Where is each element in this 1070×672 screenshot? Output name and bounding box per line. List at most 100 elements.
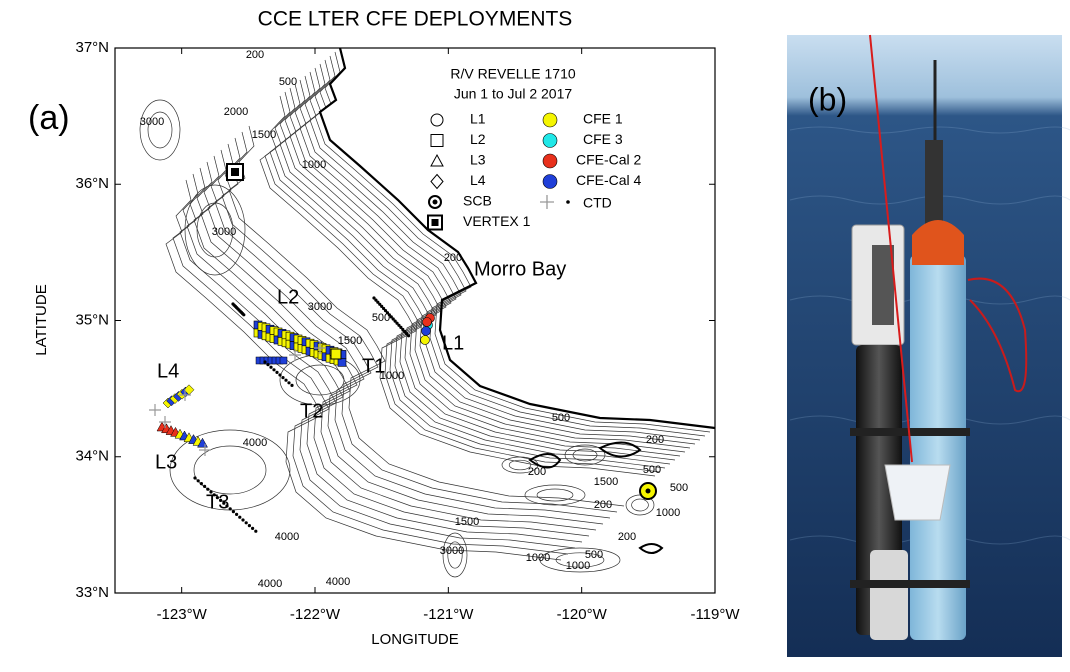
orange-cap [912,220,964,265]
ctd-dot [275,370,279,374]
contour-label: 4000 [258,578,282,590]
ctd-dot [378,302,382,306]
legend-symbol [431,219,439,226]
legend-symbol [566,200,570,204]
legend-symbol [542,153,558,169]
marker [422,317,432,327]
y-tick-label: 34°N [75,448,109,465]
legend-symbol [430,153,444,167]
contour-line [193,445,267,495]
ctd-dot [399,325,403,329]
lower-housing [870,550,908,640]
ctd-dot [199,482,203,486]
ctd-dot [206,487,210,491]
place-label: L4 [157,360,179,382]
contour-line [259,95,656,477]
panel-label: (b) [808,81,847,117]
contour-line [304,59,701,441]
marker [420,335,430,345]
contour-label: 1000 [380,370,404,382]
x-tick-label: -121°W [423,606,474,623]
contour-label: 1500 [455,516,479,528]
ctd-dot [397,323,401,327]
legend: R/V REVELLE 1710 Jun 1 to Jul 2 2017 L1 L… [427,66,642,231]
legend-label: SCB [463,193,492,209]
ctd-dot [387,313,391,317]
ctd-cross [159,416,171,428]
contour-line [442,532,468,578]
contour-label: 200 [594,499,612,511]
legend-symbol [542,133,558,148]
ctd-dot [389,315,393,319]
legend-label: L1 [470,111,486,127]
place-label: T2 [300,400,323,422]
legend-label: CFE-Cal 4 [576,172,642,188]
ctd-dot [244,521,248,525]
legend-symbol [430,134,444,147]
ctd-dot [395,321,399,325]
ctd-cross [199,444,211,456]
contour-line [447,541,463,569]
legend-label: VERTEX 1 [463,213,531,229]
ctd-dot [380,304,384,308]
legend-label: CFE 1 [583,111,623,127]
ctd-dot [405,332,409,336]
contour-label: 500 [643,464,661,476]
place-label: T3 [206,491,229,513]
ctd-dot [251,526,255,531]
legend-label: L4 [470,172,486,188]
marker [279,356,288,365]
blue-tube [910,255,966,640]
contour-line [196,202,234,258]
ctd-dot [281,376,285,380]
ctd-dot [372,296,376,300]
ctd-dot [238,515,242,519]
contour-label: 3000 [440,545,464,557]
ctd-dot [228,507,232,511]
ctd-dot [391,317,395,321]
ctd-dot [225,504,229,508]
contour-label: 500 [670,482,688,494]
contour-label: 200 [618,531,636,543]
ctd-dot [215,496,219,500]
legend-symbol [542,174,558,189]
y-axis-label: LATITUDE [33,284,50,355]
legend-symbol [430,113,444,127]
contour-label: 200 [528,466,546,478]
bathymetry-contours [139,51,711,578]
ctd-dot [376,300,380,304]
contour-line [193,155,590,537]
contour-line [299,63,696,445]
drogue [884,464,951,521]
contour-label: 2000 [224,106,248,118]
contour-line [284,75,681,457]
ctd-dot [254,529,258,533]
contour-line [524,484,586,506]
ctd-dot [242,313,246,317]
legend-label: L2 [470,131,486,147]
legend-symbol [430,173,444,190]
contour-line [139,99,181,161]
contour-line [564,444,606,466]
ctd-dot [290,383,294,387]
contour-label: 1500 [594,476,618,488]
ctd-dot [193,476,197,480]
ctd-cross [289,349,301,361]
marker [337,358,347,367]
ctd-dot [385,311,390,315]
place-label: L3 [155,451,177,473]
place-label: T1 [362,355,385,377]
ctd-dot [241,518,245,522]
y-tick-label: 37°N [75,39,109,56]
lanyard [967,277,1028,393]
contour-line [179,167,576,549]
contour-labels: 200 500 2000 1500 3000 1000 3000 200 300… [140,49,688,590]
contour-label: 4000 [326,576,350,588]
x-tick-label: -122°W [290,606,341,623]
legend-symbol [542,112,558,128]
contour-line [147,111,173,149]
contour-line [295,364,345,396]
legend-title: R/V REVELLE 1710 [450,66,576,82]
contour-line [631,498,649,512]
